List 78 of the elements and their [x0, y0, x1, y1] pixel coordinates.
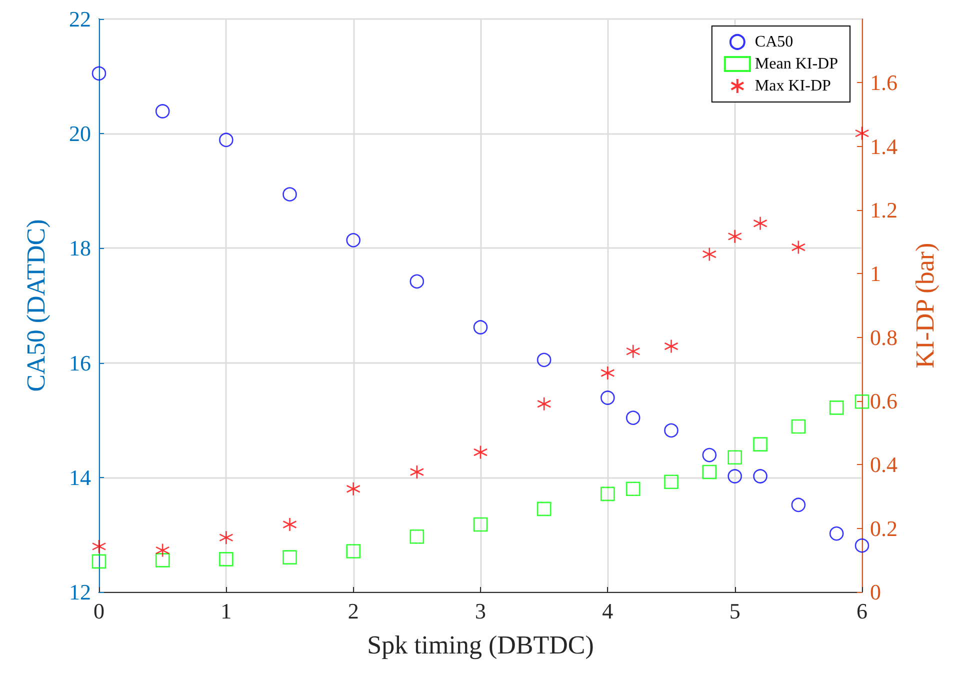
point: [410, 529, 424, 544]
point: [728, 469, 742, 484]
point: [219, 530, 234, 545]
point: [92, 539, 106, 554]
point: [346, 482, 360, 496]
point: [753, 216, 768, 231]
x-tick-label: 3: [475, 598, 486, 624]
point: [92, 66, 106, 81]
y-tick-label: 18: [69, 236, 91, 261]
point: [664, 474, 678, 490]
point: [626, 410, 640, 425]
point: [219, 552, 234, 566]
point: [829, 526, 844, 541]
point: [282, 187, 297, 202]
point: [753, 437, 768, 452]
point: [791, 240, 806, 254]
x-tick-label: 1: [220, 598, 232, 624]
x-tick-label: 6: [856, 598, 868, 624]
point: [600, 390, 615, 405]
y-tick-label: 22: [69, 6, 91, 32]
point: [702, 247, 717, 262]
y2-tick-label: 1.6: [870, 70, 898, 96]
point: [854, 394, 870, 409]
legend-label: CA50: [754, 34, 794, 50]
point: [626, 344, 640, 358]
point: [702, 448, 717, 462]
x-tick-label: 5: [729, 598, 740, 624]
point: [664, 423, 678, 438]
y2-tick-label: 0.8: [870, 324, 898, 350]
point: [155, 104, 170, 118]
point: [155, 543, 170, 558]
point: [536, 352, 552, 368]
point: [829, 400, 844, 415]
x-tick-label: 0: [94, 598, 104, 624]
y-tick-label: 16: [69, 350, 91, 376]
legend-label: Max KI-DP: [754, 78, 831, 94]
point: [854, 538, 870, 553]
point: [854, 126, 870, 140]
point: [728, 229, 742, 244]
y-axis-title: CA50 (DATDC): [22, 219, 50, 392]
point: [282, 517, 297, 532]
point: [410, 274, 424, 289]
point: [626, 482, 640, 496]
point: [473, 445, 488, 460]
y2-tick-label: 0.6: [870, 388, 898, 414]
y-tick-label: 12: [69, 580, 91, 604]
point: [600, 366, 615, 380]
x-axis-title: Spk timing (DBTDC): [367, 630, 594, 660]
point: [410, 464, 424, 480]
y2-tick-label: 1.4: [870, 134, 898, 159]
point: [664, 339, 678, 354]
point: [473, 517, 488, 532]
point: [536, 396, 552, 412]
point: [219, 132, 234, 148]
y2-tick-label: 1.2: [870, 198, 898, 222]
point: [536, 502, 552, 516]
point: [791, 419, 806, 434]
y2-tick-label: 0.4: [870, 452, 898, 478]
point: [702, 464, 717, 480]
x-tick-label: 2: [348, 598, 359, 624]
point: [753, 469, 768, 484]
point: [728, 450, 742, 464]
point: [92, 554, 106, 569]
point: [155, 553, 170, 568]
y2-tick-label: 0: [870, 580, 881, 604]
point: [346, 544, 360, 558]
y-tick-label: 14: [69, 464, 91, 490]
y2-tick-label: 0.2: [870, 516, 898, 541]
point: [282, 550, 297, 564]
point: [600, 486, 615, 502]
y2-tick-label: 1: [870, 261, 881, 286]
point: [473, 320, 488, 334]
point: [791, 498, 806, 512]
legend-label: Mean KI-DP: [754, 56, 838, 72]
x-tick-label: 4: [602, 598, 614, 624]
y-tick-label: 20: [69, 121, 91, 146]
point: [346, 233, 360, 248]
y2-axis-title: KI-DP (bar): [910, 242, 940, 368]
